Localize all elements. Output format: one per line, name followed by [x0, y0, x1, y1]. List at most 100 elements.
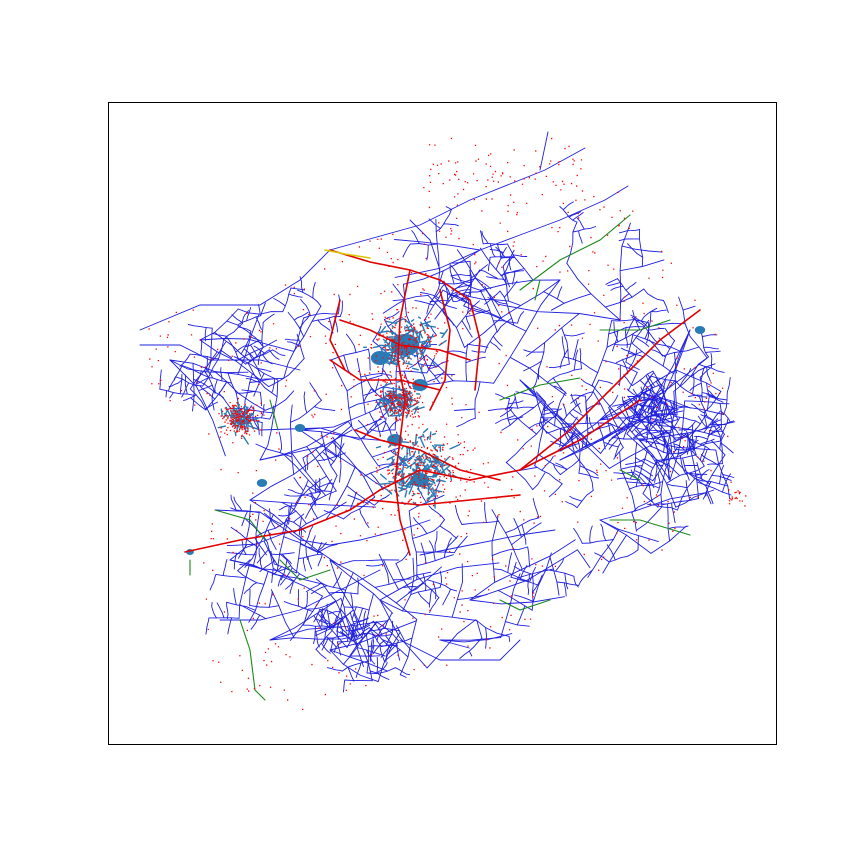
distribution-line: [459, 637, 483, 659]
distribution-line: [283, 536, 319, 553]
distribution-line: [463, 305, 527, 332]
distribution-line: [578, 230, 583, 244]
distribution-line: [508, 635, 511, 642]
distribution-line: [214, 509, 431, 546]
distribution-line: [491, 515, 499, 583]
distribution-line: [300, 494, 318, 500]
distribution-line: [317, 543, 338, 553]
distribution-line: [701, 449, 708, 463]
distribution-line: [591, 320, 613, 386]
distribution-line: [608, 549, 639, 563]
distribution-line: [644, 326, 658, 344]
distribution-line: [576, 490, 594, 509]
distribution-line: [233, 552, 238, 570]
distribution-line: [293, 501, 347, 534]
distribution-line: [699, 367, 711, 378]
distribution-line: [336, 626, 349, 636]
distribution-line: [331, 348, 369, 361]
feeder-line: [329, 299, 346, 371]
distribution-line: [204, 366, 214, 379]
distribution-line: [640, 307, 658, 322]
distribution-line: [263, 536, 279, 567]
distribution-line: [571, 432, 575, 452]
distribution-line: [581, 539, 614, 544]
distribution-line: [338, 559, 400, 566]
distribution-line: [631, 320, 650, 344]
distribution-line: [489, 340, 501, 351]
distribution-line: [628, 408, 667, 467]
distribution-line: [704, 411, 708, 428]
distribution-line: [705, 484, 714, 505]
distribution-line: [248, 353, 262, 377]
distribution-line: [329, 649, 379, 683]
distribution-line: [662, 340, 676, 367]
distribution-line: [721, 442, 734, 454]
distribution-line: [311, 585, 328, 595]
distribution-line: [305, 492, 321, 519]
distribution-line: [169, 359, 226, 457]
distribution-line: [640, 386, 646, 401]
distribution-line: [646, 395, 656, 413]
distribution-line: [376, 626, 385, 642]
distribution-line: [392, 294, 429, 302]
distribution-line: [199, 338, 295, 352]
distribution-line: [532, 497, 540, 519]
distribution-line: [427, 361, 448, 370]
distribution-line: [324, 466, 356, 521]
distribution-line: [678, 296, 708, 359]
distribution-line: [226, 320, 264, 348]
distribution-line: [667, 525, 689, 530]
distribution-line: [419, 292, 440, 299]
distribution-line: [313, 625, 316, 645]
distribution-line: [563, 402, 581, 421]
distribution-line: [465, 356, 486, 364]
distribution-line: [439, 570, 442, 588]
distribution-line: [267, 529, 277, 551]
distribution-line: [408, 510, 418, 581]
distribution-line: [288, 293, 303, 298]
distribution-line: [457, 292, 522, 306]
distribution-line: [612, 403, 628, 407]
distribution-line: [317, 319, 331, 331]
distribution-line: [281, 495, 302, 535]
distribution-line: [306, 446, 337, 492]
distribution-line: [295, 529, 303, 574]
distribution-line: [428, 589, 433, 608]
distribution-line: [696, 481, 732, 496]
distribution-line: [439, 633, 513, 643]
distribution-line: [465, 316, 471, 330]
feeder-line: [354, 429, 501, 481]
distribution-line: [506, 406, 535, 409]
distribution-line: [572, 212, 584, 221]
distribution-line: [168, 376, 177, 392]
distribution-line: [399, 618, 418, 676]
distribution-line: [685, 480, 691, 501]
distribution-line: [542, 400, 555, 411]
distribution-line: [572, 408, 585, 417]
distribution-line: [573, 527, 583, 544]
distribution-line: [271, 378, 276, 393]
distribution-line: [372, 634, 374, 649]
distribution-line: [434, 478, 440, 500]
distribution-line: [704, 350, 721, 353]
green-segment: [519, 214, 631, 291]
distribution-line: [707, 463, 723, 465]
distribution-line: [548, 483, 563, 498]
distribution-line: [366, 667, 396, 674]
distribution-line: [565, 501, 578, 509]
distribution-line: [210, 341, 227, 362]
distribution-line: [189, 353, 219, 360]
distribution-line: [511, 522, 542, 546]
distribution-line: [269, 632, 367, 641]
distribution-line: [360, 372, 392, 378]
distribution-line: [635, 451, 648, 488]
distribution-line: [626, 329, 691, 435]
distribution-line: [399, 674, 407, 678]
distribution-line: [433, 296, 457, 309]
distribution-line: [613, 447, 624, 460]
distribution-line: [273, 563, 297, 574]
distribution-line: [499, 290, 515, 326]
distribution-line: [434, 530, 438, 553]
distribution-line: [264, 390, 295, 411]
distribution-line: [384, 613, 393, 629]
